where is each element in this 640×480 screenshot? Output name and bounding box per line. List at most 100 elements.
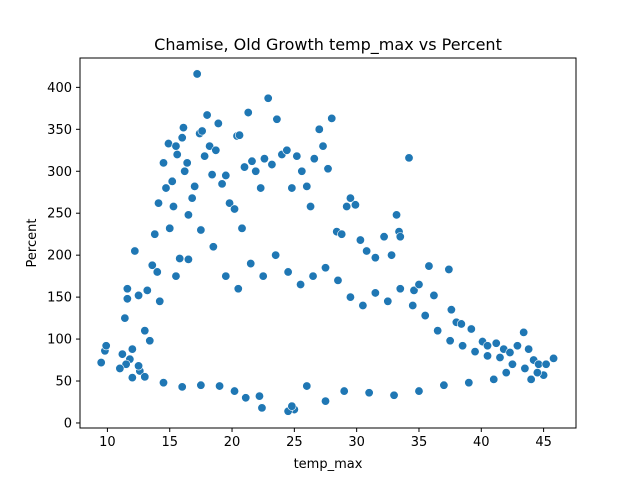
data-point bbox=[541, 359, 551, 369]
data-point bbox=[183, 210, 193, 220]
data-point bbox=[205, 141, 215, 151]
data-point bbox=[96, 358, 106, 368]
data-point bbox=[177, 133, 187, 143]
data-point bbox=[549, 353, 559, 363]
data-point bbox=[175, 254, 185, 264]
x-tick-label: 35 bbox=[411, 435, 428, 450]
data-point bbox=[321, 263, 331, 273]
data-point bbox=[308, 271, 318, 281]
data-point bbox=[241, 393, 251, 403]
data-point bbox=[433, 326, 443, 336]
data-point bbox=[389, 390, 399, 400]
data-point bbox=[243, 108, 253, 118]
y-tick-label: 150 bbox=[47, 291, 72, 306]
data-point bbox=[240, 162, 250, 172]
data-point bbox=[271, 250, 281, 260]
data-point bbox=[259, 154, 269, 164]
data-point bbox=[404, 153, 414, 163]
data-point bbox=[246, 259, 256, 269]
data-point bbox=[171, 141, 181, 151]
data-point bbox=[117, 349, 127, 359]
data-point bbox=[182, 158, 192, 168]
data-point bbox=[155, 296, 165, 306]
data-point bbox=[196, 380, 206, 390]
data-point bbox=[134, 290, 144, 300]
data-point bbox=[140, 326, 150, 336]
data-point bbox=[130, 246, 140, 256]
data-point bbox=[115, 363, 125, 373]
x-tick-label: 25 bbox=[286, 435, 303, 450]
data-point bbox=[287, 401, 297, 411]
data-point bbox=[197, 126, 207, 136]
data-point bbox=[526, 374, 536, 384]
y-axis-ticks: 0 50 100 150 200 250 300 350 400 bbox=[47, 81, 80, 431]
data-point bbox=[470, 347, 480, 357]
data-point bbox=[178, 123, 188, 133]
data-point bbox=[263, 93, 273, 103]
data-point bbox=[520, 363, 530, 373]
data-point bbox=[342, 202, 352, 212]
y-tick-label: 200 bbox=[47, 249, 72, 264]
data-point bbox=[519, 327, 529, 337]
y-tick-label: 300 bbox=[47, 165, 72, 180]
data-point bbox=[217, 179, 227, 189]
data-point bbox=[208, 242, 218, 252]
data-point bbox=[392, 210, 402, 220]
data-point bbox=[257, 403, 267, 413]
data-point bbox=[254, 391, 264, 401]
data-point bbox=[292, 151, 302, 161]
data-point bbox=[501, 368, 511, 378]
y-tick-label: 350 bbox=[47, 123, 72, 138]
data-point bbox=[256, 183, 266, 193]
data-point bbox=[134, 361, 144, 371]
x-tick-label: 30 bbox=[348, 435, 365, 450]
chart-title: Chamise, Old Growth temp_max vs Percent bbox=[154, 35, 502, 55]
data-point bbox=[370, 253, 380, 263]
data-point bbox=[152, 267, 162, 277]
data-point bbox=[258, 271, 268, 281]
y-axis-label: Percent bbox=[25, 219, 40, 268]
data-point bbox=[161, 183, 171, 193]
data-point bbox=[235, 130, 245, 140]
data-point bbox=[283, 267, 293, 277]
data-point bbox=[439, 380, 449, 390]
data-point bbox=[309, 154, 319, 164]
data-point bbox=[445, 336, 455, 346]
x-tick-label: 20 bbox=[224, 435, 241, 450]
data-point bbox=[364, 388, 374, 398]
y-tick-label: 100 bbox=[47, 333, 72, 348]
data-point bbox=[150, 229, 160, 239]
data-point bbox=[272, 114, 282, 124]
data-point bbox=[127, 344, 137, 354]
data-point bbox=[172, 149, 182, 159]
data-point bbox=[414, 386, 424, 396]
data-point bbox=[267, 160, 277, 170]
data-point bbox=[142, 285, 152, 295]
data-point bbox=[213, 118, 223, 128]
data-point bbox=[167, 176, 177, 186]
data-point bbox=[337, 229, 347, 239]
data-point bbox=[395, 284, 405, 294]
x-tick-label: 45 bbox=[535, 435, 552, 450]
data-point bbox=[323, 164, 333, 174]
data-point bbox=[202, 110, 212, 120]
data-point bbox=[483, 351, 493, 361]
data-point bbox=[200, 151, 210, 161]
data-point bbox=[429, 290, 439, 300]
data-point bbox=[491, 338, 501, 348]
data-point bbox=[370, 288, 380, 298]
x-axis-label: temp_max bbox=[294, 457, 363, 472]
data-point bbox=[414, 280, 424, 290]
y-tick-label: 50 bbox=[55, 375, 72, 390]
data-point bbox=[145, 336, 155, 346]
data-point bbox=[127, 373, 137, 383]
data-point bbox=[187, 193, 197, 203]
data-point bbox=[177, 382, 187, 392]
data-point bbox=[355, 235, 365, 245]
data-point bbox=[534, 359, 544, 369]
data-point bbox=[183, 254, 193, 264]
data-point bbox=[420, 311, 430, 321]
data-point bbox=[196, 225, 206, 235]
